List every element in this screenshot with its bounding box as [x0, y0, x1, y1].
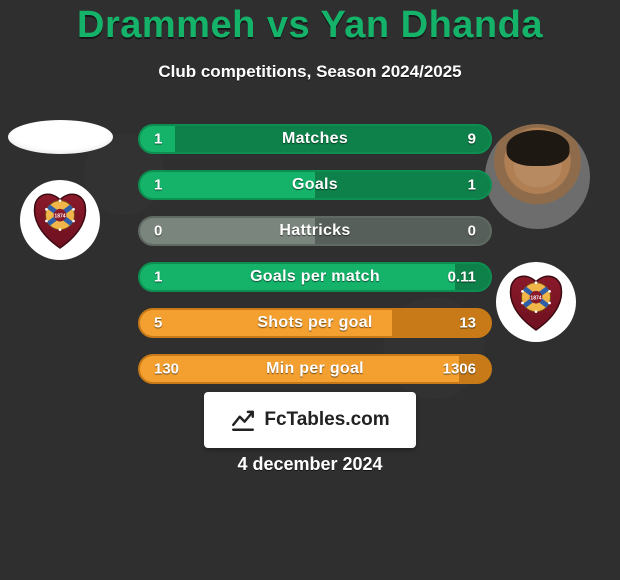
stat-bars: 1 9 Matches 1 1 Goals 0 0 Hattricks 1 0.11 Goals pe… [138, 124, 492, 400]
stat-value-left: 5 [154, 315, 162, 332]
stat-value-left: 0 [154, 223, 162, 240]
svg-text:1874: 1874 [54, 214, 65, 220]
stat-bar-fill-left [140, 172, 315, 198]
stat-value-left: 1 [154, 131, 162, 148]
stat-bar: 5 13 Shots per goal [138, 308, 492, 338]
page-subtitle: Club competitions, Season 2024/2025 [0, 62, 620, 82]
club-crest-left: 1874 [20, 180, 100, 260]
stat-bar: 1 9 Matches [138, 124, 492, 154]
stat-value-right: 1306 [443, 361, 476, 378]
stat-value-right: 9 [468, 131, 476, 148]
stat-label: Goals [292, 176, 338, 194]
stat-bar: 0 0 Hattricks [138, 216, 492, 246]
player-right-avatar [485, 124, 590, 229]
comparison-card: Drammeh vs Yan Dhanda Club competitions,… [0, 0, 620, 580]
svg-text:1874: 1874 [530, 296, 541, 302]
crest-icon: 1874 [507, 270, 565, 334]
stat-value-right: 1 [468, 177, 476, 194]
stat-bar: 1 0.11 Goals per match [138, 262, 492, 292]
stat-label: Shots per goal [257, 314, 372, 332]
fctables-logo-icon [230, 407, 256, 433]
stat-label: Min per goal [266, 360, 364, 378]
fctables-text: FcTables.com [264, 409, 389, 431]
stat-value-left: 130 [154, 361, 179, 378]
page-title: Drammeh vs Yan Dhanda [0, 4, 620, 47]
stat-value-left: 1 [154, 177, 162, 194]
stat-value-right: 0 [468, 223, 476, 240]
club-crest-right: 1874 [496, 262, 576, 342]
stat-value-right: 13 [459, 315, 476, 332]
date-label: 4 december 2024 [0, 454, 620, 475]
stat-label: Goals per match [250, 268, 380, 286]
crest-icon: 1874 [31, 188, 89, 252]
stat-label: Hattricks [279, 222, 350, 240]
stat-label: Matches [282, 130, 348, 148]
fctables-badge[interactable]: FcTables.com [204, 392, 416, 448]
stat-value-right: 0.11 [448, 269, 476, 286]
player-left-avatar [8, 120, 113, 154]
stat-value-left: 1 [154, 269, 162, 286]
stat-bar: 130 1306 Min per goal [138, 354, 492, 384]
stat-bar: 1 1 Goals [138, 170, 492, 200]
